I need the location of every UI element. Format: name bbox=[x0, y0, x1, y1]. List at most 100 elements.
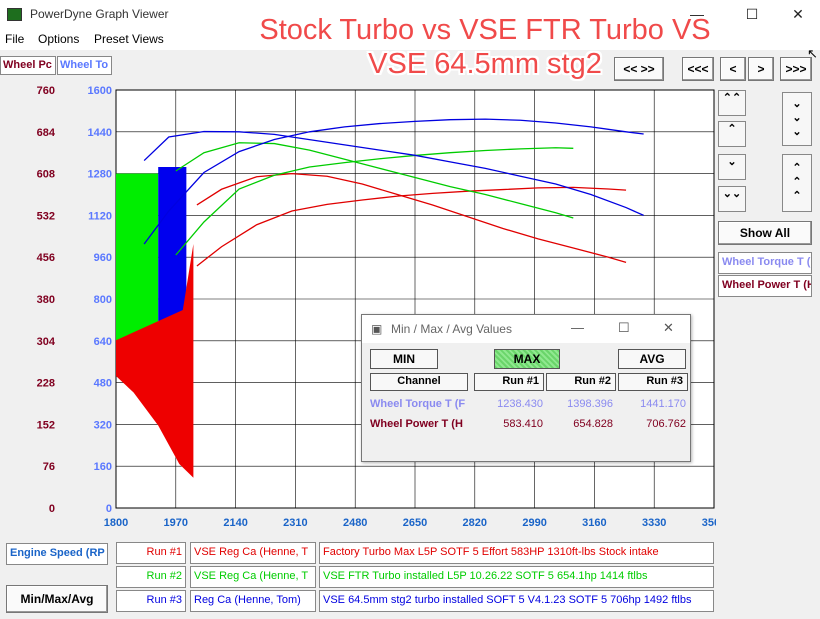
x-tick-label: 2650 bbox=[403, 517, 427, 529]
run-1-description[interactable]: Factory Turbo Max L5P SOTF 5 Effort 583H… bbox=[319, 542, 714, 564]
x-tick-label: 2140 bbox=[223, 517, 247, 529]
avg-button[interactable]: AVG bbox=[618, 349, 686, 369]
run-2-name[interactable]: VSE Reg Ca (Henne, T bbox=[190, 566, 316, 588]
pointer-icon: ↖ bbox=[807, 46, 818, 61]
menu-file[interactable]: File bbox=[5, 32, 25, 46]
y-left-tick-label: 228 bbox=[37, 378, 55, 390]
x-tick-label: 3330 bbox=[642, 517, 666, 529]
run-2-power-line bbox=[175, 147, 574, 256]
y-left-tick-label: 304 bbox=[37, 336, 56, 348]
torque-run-2-value: 1398.396 bbox=[567, 398, 613, 410]
x-tick-label: 1800 bbox=[104, 517, 128, 529]
zoom-out-fast-icon[interactable]: ⌄⌄ bbox=[718, 186, 746, 212]
next-page-button[interactable]: >>> bbox=[780, 57, 812, 81]
row-label-power: Wheel Power T (H bbox=[370, 418, 463, 430]
y-right-tick-label: 1120 bbox=[88, 210, 112, 222]
run-3-name[interactable]: Reg Ca (Henne, Tom) bbox=[190, 590, 316, 612]
dialog-close-button[interactable]: ✕ bbox=[663, 320, 674, 335]
run-1-label[interactable]: Run #1 bbox=[116, 542, 186, 564]
y-right-tick-label: 640 bbox=[94, 336, 112, 348]
y-right-tick-label: 1280 bbox=[88, 169, 112, 181]
maximize-button[interactable]: ☐ bbox=[745, 6, 759, 22]
window-title: PowerDyne Graph Viewer bbox=[30, 7, 169, 21]
run-2-fill bbox=[116, 173, 159, 343]
run-3-torque-line bbox=[143, 130, 644, 216]
zoom-out-icon[interactable]: ⌄ bbox=[718, 154, 746, 180]
dialog-minimize-button[interactable]: — bbox=[571, 320, 584, 335]
tab-wheel-power[interactable]: Wheel Pc bbox=[0, 56, 56, 75]
y-left-tick-label: 608 bbox=[37, 169, 55, 181]
y-left-tick-label: 380 bbox=[37, 294, 55, 306]
min-max-avg-dialog: ▣ Min / Max / Avg Values — ☐ ✕ MIN MAX A… bbox=[361, 314, 691, 462]
zoom-in-icon[interactable]: ⌃ bbox=[718, 121, 746, 147]
y-left-tick-label: 456 bbox=[37, 252, 55, 264]
overlay-title-line-2: VSE 64.5mm stg2 bbox=[368, 48, 602, 80]
y-right-tick-label: 480 bbox=[94, 378, 112, 390]
scroll-down-fast-icon[interactable]: ⌃ ⌃ ⌃ bbox=[782, 154, 812, 212]
row-label-torque: Wheel Torque T (F bbox=[370, 398, 466, 410]
min-max-avg-button[interactable]: Min/Max/Avg bbox=[6, 585, 108, 613]
menu-preset-views[interactable]: Preset Views bbox=[94, 32, 164, 46]
minimize-button[interactable]: — bbox=[690, 6, 704, 22]
dialog-titlebar: ▣ Min / Max / Avg Values — ☐ ✕ bbox=[362, 315, 690, 343]
max-button[interactable]: MAX bbox=[494, 349, 560, 369]
title-bar: PowerDyne Graph Viewer — ☐ ✕ bbox=[0, 0, 820, 30]
dyno-chart[interactable]: 1800 1970 2140 2310 2480 2650 2820 2990 3160 3330… bbox=[0, 78, 716, 534]
tab-wheel-torque[interactable]: Wheel To bbox=[57, 56, 112, 75]
x-tick-label: 2310 bbox=[283, 517, 307, 529]
run-2-label[interactable]: Run #2 bbox=[116, 566, 186, 588]
x-tick-label: 2990 bbox=[522, 517, 546, 529]
column-header-channel: Channel bbox=[370, 373, 468, 391]
x-tick-label: 2820 bbox=[463, 517, 487, 529]
legend-wheel-torque[interactable]: Wheel Torque T ( bbox=[718, 252, 812, 274]
run-1-name[interactable]: VSE Reg Ca (Henne, T bbox=[190, 542, 316, 564]
y-right-tick-label: 320 bbox=[94, 419, 112, 431]
prev-button[interactable]: < bbox=[720, 57, 746, 81]
run-1-fill bbox=[116, 244, 194, 478]
run-1-torque-line bbox=[196, 172, 627, 264]
column-header-run-2: Run #2 bbox=[546, 373, 616, 391]
y-left-tick-label: 0 bbox=[49, 503, 55, 515]
run-2-torque-line bbox=[175, 142, 574, 219]
next-button[interactable]: > bbox=[748, 57, 774, 81]
column-header-run-3: Run #3 bbox=[618, 373, 688, 391]
y-right-tick-label: 0 bbox=[106, 503, 112, 515]
y-left-tick-label: 532 bbox=[37, 210, 55, 222]
run-3-fill bbox=[158, 167, 187, 321]
min-button[interactable]: MIN bbox=[370, 349, 438, 369]
first-button[interactable]: << >> bbox=[614, 57, 664, 81]
scroll-up-fast-icon[interactable]: ⌄ ⌄ ⌄ bbox=[782, 92, 812, 146]
app-icon bbox=[7, 8, 22, 21]
run-3-label[interactable]: Run #3 bbox=[116, 590, 186, 612]
column-header-run-1: Run #1 bbox=[474, 373, 544, 391]
dialog-title: Min / Max / Avg Values bbox=[391, 322, 512, 336]
power-run-2-value: 654.828 bbox=[573, 418, 613, 430]
overlay-title-line-1: Stock Turbo vs VSE FTR Turbo VS bbox=[259, 14, 711, 46]
y-left-tick-label: 152 bbox=[37, 419, 55, 431]
engine-speed-channel[interactable]: Engine Speed (RP bbox=[6, 543, 108, 565]
y-left-tick-label: 76 bbox=[43, 461, 55, 473]
power-run-3-value: 706.762 bbox=[646, 418, 686, 430]
zoom-in-fast-icon[interactable]: ⌃⌃ bbox=[718, 90, 746, 116]
y-right-tick-label: 1600 bbox=[88, 85, 112, 97]
run-2-description[interactable]: VSE FTR Turbo installed L5P 10.26.22 SOT… bbox=[319, 566, 714, 588]
dialog-maximize-button[interactable]: ☐ bbox=[618, 320, 630, 335]
torque-run-1-value: 1238.430 bbox=[497, 398, 543, 410]
y-left-tick-label: 684 bbox=[37, 127, 56, 139]
y-right-tick-label: 960 bbox=[94, 252, 112, 264]
legend-wheel-power[interactable]: Wheel Power T (H bbox=[718, 275, 812, 297]
run-3-description[interactable]: VSE 64.5mm stg2 turbo installed SOFT 5 V… bbox=[319, 590, 714, 612]
x-tick-label: 1970 bbox=[164, 517, 188, 529]
run-3-power-line bbox=[143, 118, 644, 245]
menu-options[interactable]: Options bbox=[38, 32, 80, 46]
menu-bar: File Options Preset Views bbox=[0, 30, 820, 50]
x-tick-label: 3160 bbox=[582, 517, 606, 529]
power-run-1-value: 583.410 bbox=[503, 418, 543, 430]
show-all-button[interactable]: Show All bbox=[718, 221, 812, 245]
dialog-icon: ▣ bbox=[371, 322, 383, 336]
x-tick-label: 2480 bbox=[343, 517, 367, 529]
prev-page-button[interactable]: <<< bbox=[682, 57, 714, 81]
y-right-tick-label: 1440 bbox=[88, 127, 112, 139]
close-button[interactable]: ✕ bbox=[792, 6, 804, 22]
